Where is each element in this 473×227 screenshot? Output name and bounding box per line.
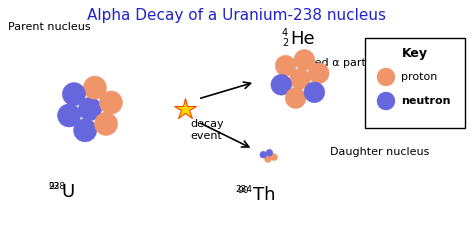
Circle shape [275,55,296,76]
Circle shape [58,104,80,127]
Text: 90: 90 [237,186,248,195]
Circle shape [304,82,324,103]
Circle shape [271,154,278,160]
Text: 2: 2 [282,38,288,48]
FancyBboxPatch shape [365,38,465,128]
Text: neutron: neutron [401,96,450,106]
Circle shape [266,149,273,156]
Text: proton: proton [401,72,438,82]
Circle shape [74,119,96,142]
Circle shape [95,112,118,135]
Circle shape [377,68,395,86]
Circle shape [377,92,395,110]
Circle shape [260,151,267,158]
Text: Key: Key [402,47,428,60]
Text: He: He [290,30,315,48]
Text: 238: 238 [48,182,65,191]
Text: Th: Th [253,186,275,204]
Text: U: U [61,183,74,201]
Text: decay
event: decay event [190,119,224,141]
Text: emitted α particle: emitted α particle [285,58,385,68]
Circle shape [271,74,291,95]
Text: 4: 4 [282,28,288,38]
Circle shape [264,156,272,162]
Text: 234: 234 [235,185,252,194]
Text: Alpha Decay of a Uranium-238 nucleus: Alpha Decay of a Uranium-238 nucleus [87,8,386,23]
Text: 92: 92 [48,182,60,191]
Circle shape [308,63,329,84]
Circle shape [79,97,102,121]
Text: Parent nucleus: Parent nucleus [8,22,91,32]
Circle shape [289,69,310,89]
Circle shape [83,76,106,99]
Circle shape [62,83,86,106]
Circle shape [294,49,315,70]
Circle shape [99,91,123,114]
Circle shape [285,88,306,109]
Text: Daughter nucleus: Daughter nucleus [330,147,429,157]
